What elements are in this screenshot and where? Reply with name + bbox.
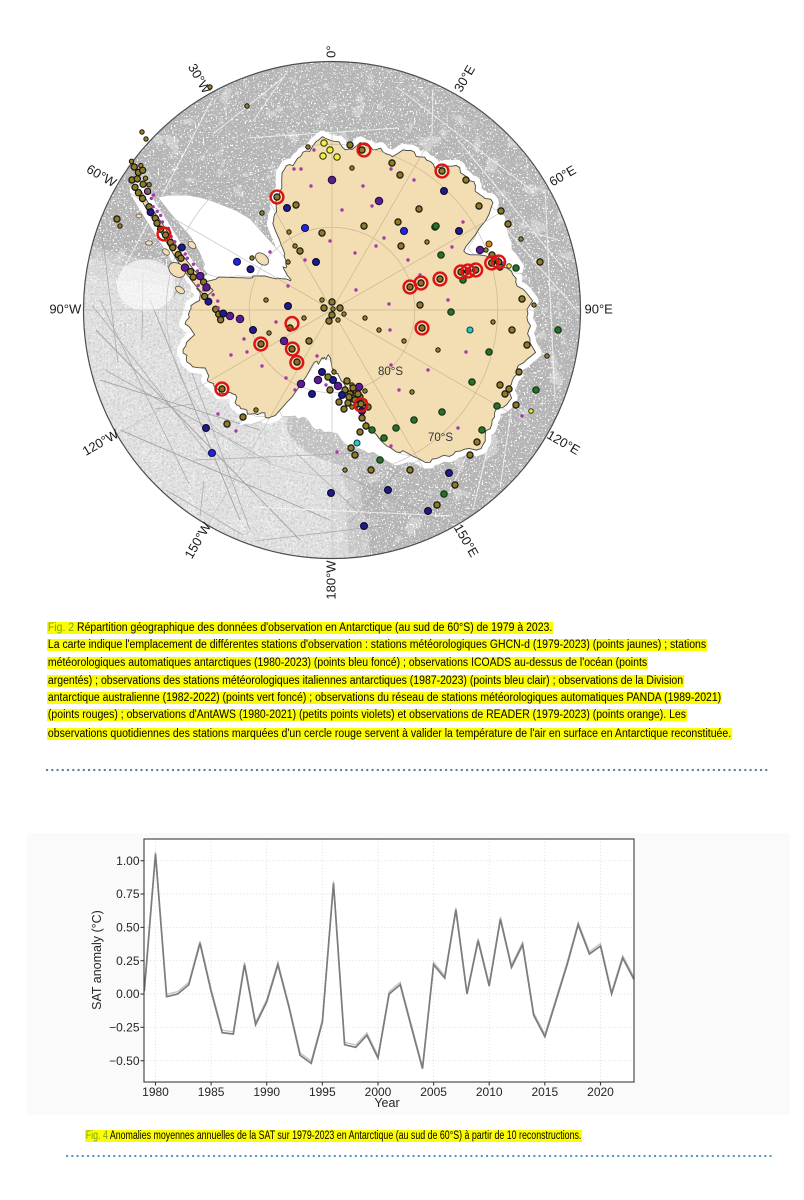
svg-text:0.75: 0.75 [116, 887, 140, 901]
svg-text:2015: 2015 [531, 1085, 558, 1099]
svg-text:2005: 2005 [420, 1085, 447, 1099]
svg-text:2000: 2000 [365, 1085, 392, 1099]
svg-text:180°W: 180°W [323, 560, 338, 600]
svg-text:Year: Year [374, 1096, 399, 1110]
svg-text:0.50: 0.50 [116, 921, 140, 935]
svg-text:−0.25: −0.25 [109, 1021, 140, 1035]
svg-text:60°E: 60°E [546, 162, 578, 189]
svg-text:30°W: 30°W [185, 61, 214, 97]
svg-text:60°W: 60°W [84, 161, 120, 190]
svg-text:2020: 2020 [587, 1085, 614, 1099]
svg-text:2010: 2010 [476, 1085, 503, 1099]
svg-text:70°S: 70°S [428, 432, 453, 444]
svg-text:SAT anomaly (°C): SAT anomaly (°C) [90, 910, 104, 1010]
svg-text:80°S: 80°S [378, 366, 403, 378]
svg-text:120°W: 120°W [80, 426, 122, 459]
svg-text:−0.50: −0.50 [109, 1054, 140, 1068]
svg-text:1995: 1995 [309, 1085, 336, 1099]
svg-text:0°: 0° [323, 45, 338, 57]
svg-text:90°E: 90°E [585, 301, 614, 316]
svg-text:1985: 1985 [198, 1085, 225, 1099]
svg-text:1990: 1990 [253, 1085, 280, 1099]
svg-text:150°W: 150°W [181, 519, 214, 561]
svg-text:150°E: 150°E [451, 521, 482, 560]
svg-text:120°E: 120°E [544, 427, 583, 458]
svg-text:0.00: 0.00 [116, 987, 140, 1001]
svg-text:1980: 1980 [142, 1085, 169, 1099]
svg-text:30°E: 30°E [451, 62, 478, 94]
svg-text:0.25: 0.25 [116, 954, 140, 968]
svg-text:90°W: 90°W [49, 301, 82, 316]
svg-text:1.00: 1.00 [116, 854, 140, 868]
